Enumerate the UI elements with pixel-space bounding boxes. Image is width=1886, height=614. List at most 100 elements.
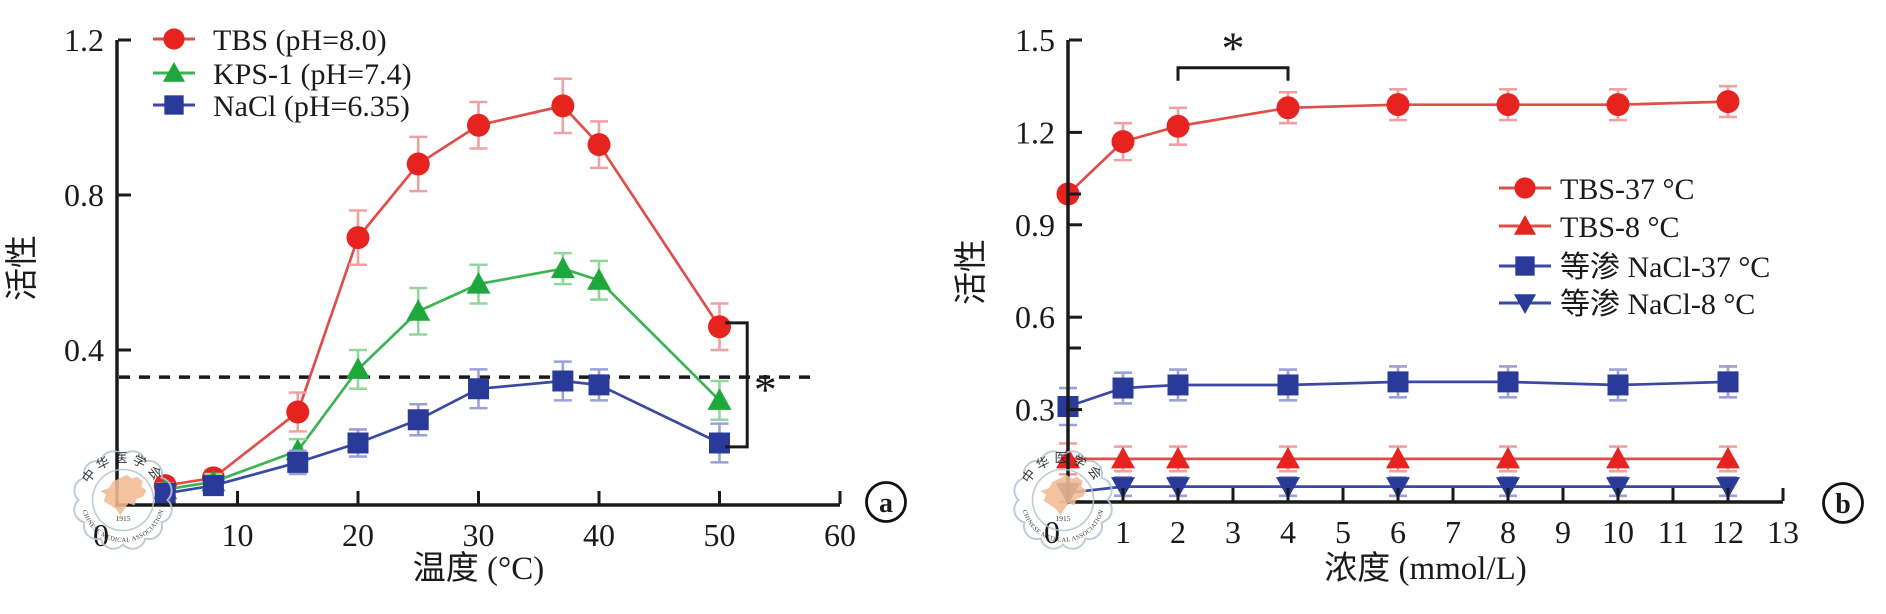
x-axis-title: 浓度 (mmol/L): [1324, 550, 1527, 587]
data-point-marker: [1111, 130, 1135, 154]
x-tick-label: 2: [1170, 514, 1186, 550]
x-tick-label: 60: [824, 517, 856, 553]
x-tick-label: 20: [342, 517, 374, 553]
watermark-year: 1915: [116, 514, 131, 523]
data-point-marker: [154, 482, 176, 504]
data-point-marker: [1716, 477, 1740, 499]
data-point-marker: [1276, 96, 1300, 120]
data-point-marker: [709, 432, 730, 454]
x-tick-label: 6: [1390, 514, 1406, 550]
x-tick-label: 3: [1225, 514, 1241, 550]
series-line: [164, 379, 721, 495]
data-point-marker: [587, 268, 611, 290]
x-tick-label: 10: [1602, 514, 1634, 550]
legend-item: NaCl (pH=6.35): [153, 90, 410, 123]
data-point-marker: [552, 370, 574, 392]
data-point-marker: [406, 152, 430, 176]
data-point-marker: [1496, 446, 1520, 469]
x-tick-label: 9: [1555, 514, 1571, 550]
panel-letter-a: a: [879, 488, 893, 519]
data-point-marker: [467, 113, 490, 137]
x-tick-label: 1: [1115, 514, 1131, 550]
data-point-marker: [1606, 93, 1630, 117]
data-point-marker: [1717, 371, 1739, 393]
x-tick-label: 40: [583, 517, 615, 553]
data-point-marker: [550, 256, 575, 279]
y-tick-label: 0.3: [1015, 392, 1055, 428]
data-point-marker: [1386, 93, 1410, 117]
legend-marker: [1515, 256, 1535, 276]
panel-letter-circle: [865, 481, 907, 523]
data-point-marker: [347, 432, 369, 454]
data-point-marker: [1166, 446, 1190, 469]
watermark-inner-circle: [91, 468, 155, 532]
data-point-marker: [1716, 446, 1740, 469]
data-point-marker: [1716, 90, 1740, 114]
data-point-marker: [707, 388, 732, 410]
legend-label: TBS-37 °C: [1560, 173, 1695, 206]
legend-item: 等渗 NaCl-37 °C: [1499, 251, 1770, 284]
data-point-marker: [1166, 477, 1190, 499]
legend-label: 等渗 NaCl-37 °C: [1560, 251, 1770, 284]
data-point-marker: [1112, 377, 1134, 399]
legend-label: TBS (pH=8.0): [213, 24, 387, 57]
data-point-marker: [1111, 446, 1135, 469]
data-point-marker: [1166, 114, 1190, 138]
data-point-marker: [1277, 374, 1299, 396]
data-point-marker: [466, 272, 491, 294]
data-point-marker: [587, 133, 611, 157]
legend-label: 等渗 NaCl-8 °C: [1560, 288, 1755, 321]
data-point-marker: [1276, 446, 1300, 469]
data-point-marker: [346, 226, 370, 250]
legend-marker: [164, 95, 184, 115]
y-axis-title: 活性: [4, 235, 41, 301]
series-tbs-8-c: [1056, 442, 1740, 476]
legend-label: TBS-8 °C: [1560, 211, 1680, 244]
series--nacl-37-c: [1057, 365, 1739, 427]
x-tick-label: 10: [222, 517, 254, 553]
data-point-marker: [1497, 371, 1519, 393]
x-tick-label: 4: [1280, 514, 1296, 550]
y-tick-label: 0.6: [1015, 299, 1055, 335]
data-point-marker: [407, 409, 429, 431]
panel-letter-b: b: [1835, 489, 1851, 520]
x-tick-label: 0: [93, 517, 109, 553]
watermark-china-map: [1040, 474, 1087, 516]
data-point-marker: [287, 451, 309, 473]
significance-asterisk: *: [1222, 23, 1245, 74]
legend-marker: [1514, 177, 1536, 199]
legend-item: TBS-8 °C: [1499, 211, 1680, 244]
legend-item: KPS-1 (pH=7.4): [153, 58, 412, 91]
x-tick-label: 7: [1445, 514, 1461, 550]
legend-item: TBS-37 °C: [1499, 173, 1695, 206]
legend-item: TBS (pH=8.0): [153, 24, 387, 57]
y-tick-label: 0.9: [1015, 207, 1055, 243]
y-axis-title: 活性: [953, 239, 990, 305]
data-point-marker: [1276, 477, 1300, 499]
x-tick-label: 12: [1712, 514, 1744, 550]
legend-marker: [1513, 294, 1537, 315]
legend-label: KPS-1 (pH=7.4): [213, 58, 412, 91]
data-point-marker: [346, 357, 370, 379]
legend-marker: [162, 61, 186, 82]
panel-a: 0.4 0.8 1.2 0 10 20 30 40 50 60 温度 (°C) 活性 TBS (pH=8…: [4, 22, 907, 587]
data-point-marker: [1386, 446, 1410, 469]
x-tick-label: 11: [1658, 514, 1689, 550]
x-tick-label: 0: [1044, 514, 1060, 550]
data-point-marker: [202, 475, 224, 497]
data-point-marker: [1111, 477, 1135, 499]
data-point-marker: [1606, 446, 1630, 469]
y-tick-label: 0.8: [64, 177, 104, 213]
series-line: [164, 104, 721, 487]
data-point-marker: [1167, 374, 1189, 396]
significance-bracket: [1176, 66, 1290, 81]
data-point-marker: [1386, 477, 1410, 499]
series-tbs-ph-8-0-: [153, 77, 731, 498]
legend: TBS-37 °C TBS-8 °C 等渗 NaCl-37 °C 等渗 NaCl-8 …: [1499, 173, 1770, 321]
legend-item: 等渗 NaCl-8 °C: [1499, 288, 1755, 321]
significance-asterisk: *: [754, 364, 777, 415]
legend-label: NaCl (pH=6.35): [213, 90, 410, 123]
